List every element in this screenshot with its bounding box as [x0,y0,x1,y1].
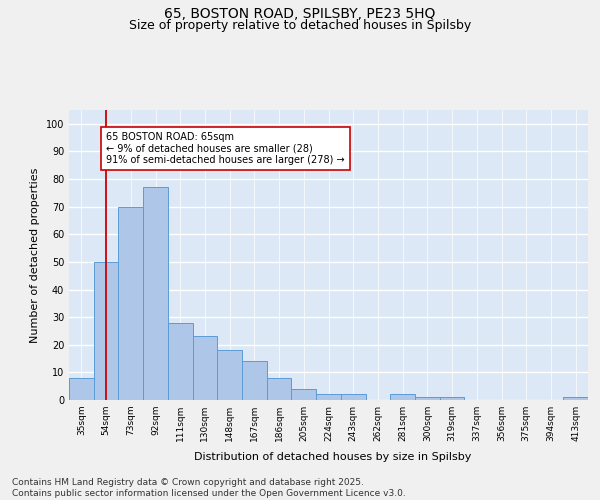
Text: Distribution of detached houses by size in Spilsby: Distribution of detached houses by size … [194,452,472,462]
Bar [193,336,217,400]
Bar [316,394,341,400]
Bar [440,397,464,400]
Text: 65, BOSTON ROAD, SPILSBY, PE23 5HQ: 65, BOSTON ROAD, SPILSBY, PE23 5HQ [164,8,436,22]
Bar [390,394,415,400]
Bar [341,394,365,400]
Bar [217,350,242,400]
Bar [168,322,193,400]
Bar [69,378,94,400]
Text: Size of property relative to detached houses in Spilsby: Size of property relative to detached ho… [129,19,471,32]
Bar [94,262,118,400]
Text: Contains HM Land Registry data © Crown copyright and database right 2025.
Contai: Contains HM Land Registry data © Crown c… [12,478,406,498]
Bar [415,397,440,400]
Bar [292,389,316,400]
Text: 65 BOSTON ROAD: 65sqm
← 9% of detached houses are smaller (28)
91% of semi-detac: 65 BOSTON ROAD: 65sqm ← 9% of detached h… [106,132,344,166]
Y-axis label: Number of detached properties: Number of detached properties [30,168,40,342]
Bar [143,188,168,400]
Bar [118,206,143,400]
Bar [267,378,292,400]
Bar [242,362,267,400]
Bar [563,397,588,400]
